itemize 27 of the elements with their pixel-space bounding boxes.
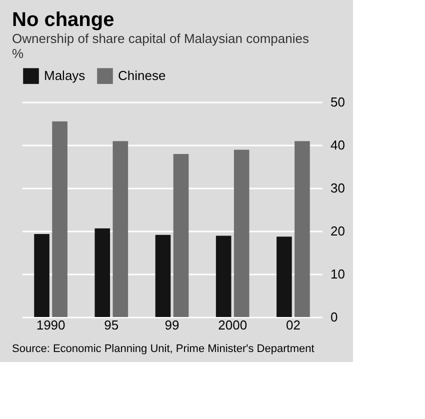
bar — [276, 236, 292, 317]
x-tick-label: 2000 — [218, 318, 248, 332]
legend-label: Malays — [44, 68, 86, 84]
chart-subtitle: Ownership of share capital of Malaysian companies — [12, 31, 310, 46]
bar — [173, 154, 189, 317]
y-tick-label: 40 — [330, 138, 345, 152]
x-tick-label: 1990 — [36, 318, 66, 332]
x-tick-label: 02 — [286, 318, 300, 332]
bar — [234, 150, 250, 317]
x-tick-label: 99 — [164, 318, 180, 332]
y-axis-title: % — [12, 46, 24, 61]
y-tick-label: 30 — [330, 180, 345, 196]
legend-label: Chinese — [118, 68, 166, 84]
bar — [155, 234, 171, 317]
bar — [216, 236, 232, 317]
y-tick-label: 10 — [330, 266, 345, 282]
source-note: Source: Economic Planning Unit, Prime Minister's Department — [12, 343, 314, 355]
bar — [52, 121, 68, 317]
bar — [34, 234, 50, 317]
x-tick-label: 95 — [104, 318, 119, 332]
y-tick-label: 50 — [330, 94, 345, 110]
y-tick-label: 20 — [330, 224, 345, 238]
chart-title: No change — [12, 9, 114, 31]
bar — [112, 141, 128, 317]
y-tick-label: 0 — [330, 310, 338, 324]
bar — [94, 228, 110, 317]
bar — [294, 141, 310, 317]
